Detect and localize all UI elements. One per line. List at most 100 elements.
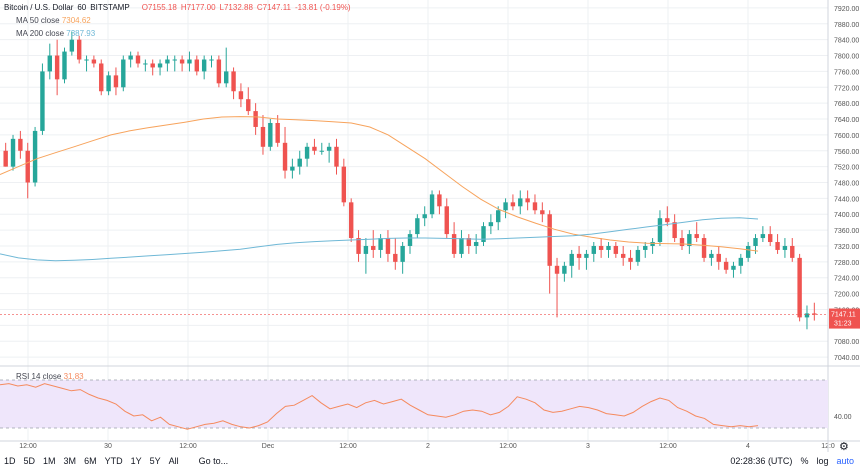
ma50-legend[interactable]: MA 50 close 7304.62 xyxy=(16,16,91,25)
candle-body xyxy=(407,234,413,246)
ma200-value: 7387.93 xyxy=(66,29,96,38)
candle-body xyxy=(348,202,354,239)
range-1m[interactable]: 1M xyxy=(43,456,56,466)
candle-body xyxy=(687,234,692,246)
goto-button[interactable]: Go to... xyxy=(198,456,229,466)
range-1d[interactable]: 1D xyxy=(4,456,16,466)
candle-body xyxy=(113,75,119,88)
price-tick-label: 7360.00 xyxy=(834,228,859,235)
rsi-legend[interactable]: RSI 14 close 31.83 xyxy=(16,372,84,381)
price-tick-label: 7040.00 xyxy=(834,355,859,362)
candle-body xyxy=(753,238,758,246)
time-tick-label: Dec xyxy=(262,443,275,450)
candle-body xyxy=(260,126,266,147)
candle-body xyxy=(643,245,648,250)
candle-body xyxy=(598,245,604,250)
candle-body xyxy=(84,59,89,61)
candle-body xyxy=(290,166,295,171)
candle-body xyxy=(91,59,97,64)
range-ytd[interactable]: YTD xyxy=(104,456,123,466)
candle-body xyxy=(451,234,457,254)
range-3m[interactable]: 3M xyxy=(63,456,77,466)
candle-body xyxy=(606,245,611,250)
candle-body xyxy=(650,242,655,246)
ma50-value: 7304.62 xyxy=(61,16,91,25)
candle-body xyxy=(69,39,75,52)
time-tick-label: 30 xyxy=(104,443,112,450)
price-tick-label: 7640.00 xyxy=(834,117,859,124)
candle-body xyxy=(738,257,744,266)
candle-body xyxy=(768,234,773,243)
candle-body xyxy=(10,138,16,167)
rsi-line xyxy=(0,383,759,430)
candle-body xyxy=(510,202,516,207)
range-6m[interactable]: 6M xyxy=(84,456,97,466)
ohlc-close: C7147.11 xyxy=(256,3,292,12)
range-1y[interactable]: 1Y xyxy=(130,456,142,466)
candle-body xyxy=(481,226,486,243)
rsi-tick-label: 40.00 xyxy=(834,414,852,421)
symbol-name[interactable]: Bitcoin / U.S. Dollar xyxy=(4,3,74,12)
price-tick-label: 7520.00 xyxy=(834,165,859,172)
candle-body xyxy=(797,257,802,318)
candle-body xyxy=(143,63,148,65)
candle-body xyxy=(334,146,339,167)
rsi-band xyxy=(0,380,828,428)
interval-label[interactable]: 60 xyxy=(77,3,87,12)
candle-body xyxy=(775,242,780,250)
price-tick-label: 7560.00 xyxy=(834,149,859,156)
candle-body xyxy=(106,75,111,92)
candle-body xyxy=(201,59,207,72)
price-tick-label: 7320.00 xyxy=(834,244,859,251)
candle-body xyxy=(135,55,141,64)
range-5d[interactable]: 5D xyxy=(23,456,36,466)
candle-body xyxy=(415,218,420,235)
percent-toggle[interactable]: % xyxy=(800,456,809,466)
candle-body xyxy=(437,194,442,207)
candle-body xyxy=(25,150,30,183)
candle-body xyxy=(760,234,766,239)
price-tick-label: 7600.00 xyxy=(834,133,859,140)
candle-body xyxy=(635,249,641,262)
candle-body xyxy=(591,245,596,254)
candle-body xyxy=(657,218,663,243)
candle-body xyxy=(745,245,751,258)
ma200-line xyxy=(0,217,759,262)
log-toggle[interactable]: log xyxy=(816,456,829,466)
candle-body xyxy=(518,198,523,207)
candle-body xyxy=(246,99,251,112)
candle-body xyxy=(496,210,501,223)
price-tick-label: 7680.00 xyxy=(834,101,859,108)
ma200-legend[interactable]: MA 200 close 7387.93 xyxy=(16,29,95,38)
candle-body xyxy=(503,202,508,211)
utc-clock[interactable]: 02:28:36 (UTC) xyxy=(730,456,793,466)
range-all[interactable]: All xyxy=(168,456,179,466)
range-5y[interactable]: 5Y xyxy=(149,456,161,466)
candle-body xyxy=(701,238,707,258)
candle-body xyxy=(466,238,472,246)
candle-body xyxy=(576,253,582,258)
ma50-label: MA 50 close xyxy=(16,16,60,25)
candle-body xyxy=(32,130,38,183)
candle-body xyxy=(282,142,288,171)
price-tick-label: 7400.00 xyxy=(834,212,859,219)
candle-body xyxy=(157,63,163,68)
candle-body xyxy=(672,222,677,239)
ma200-label: MA 200 close xyxy=(16,29,65,38)
price-tick-label: 7480.00 xyxy=(834,181,859,188)
auto-toggle[interactable]: auto xyxy=(836,456,854,466)
candle-body xyxy=(709,253,714,258)
candle-body xyxy=(224,71,229,84)
candle-body xyxy=(694,234,699,239)
time-tick-label: 12:00 xyxy=(499,443,517,450)
candle-body xyxy=(473,242,479,246)
candle-body xyxy=(62,51,67,80)
price-tick-label: 7440.00 xyxy=(834,196,859,203)
candle-body xyxy=(319,150,324,152)
settings-gear-icon[interactable]: ⚙ xyxy=(839,441,849,453)
candle-body xyxy=(238,91,244,100)
candle-body xyxy=(150,63,155,68)
candle-body xyxy=(731,265,736,270)
